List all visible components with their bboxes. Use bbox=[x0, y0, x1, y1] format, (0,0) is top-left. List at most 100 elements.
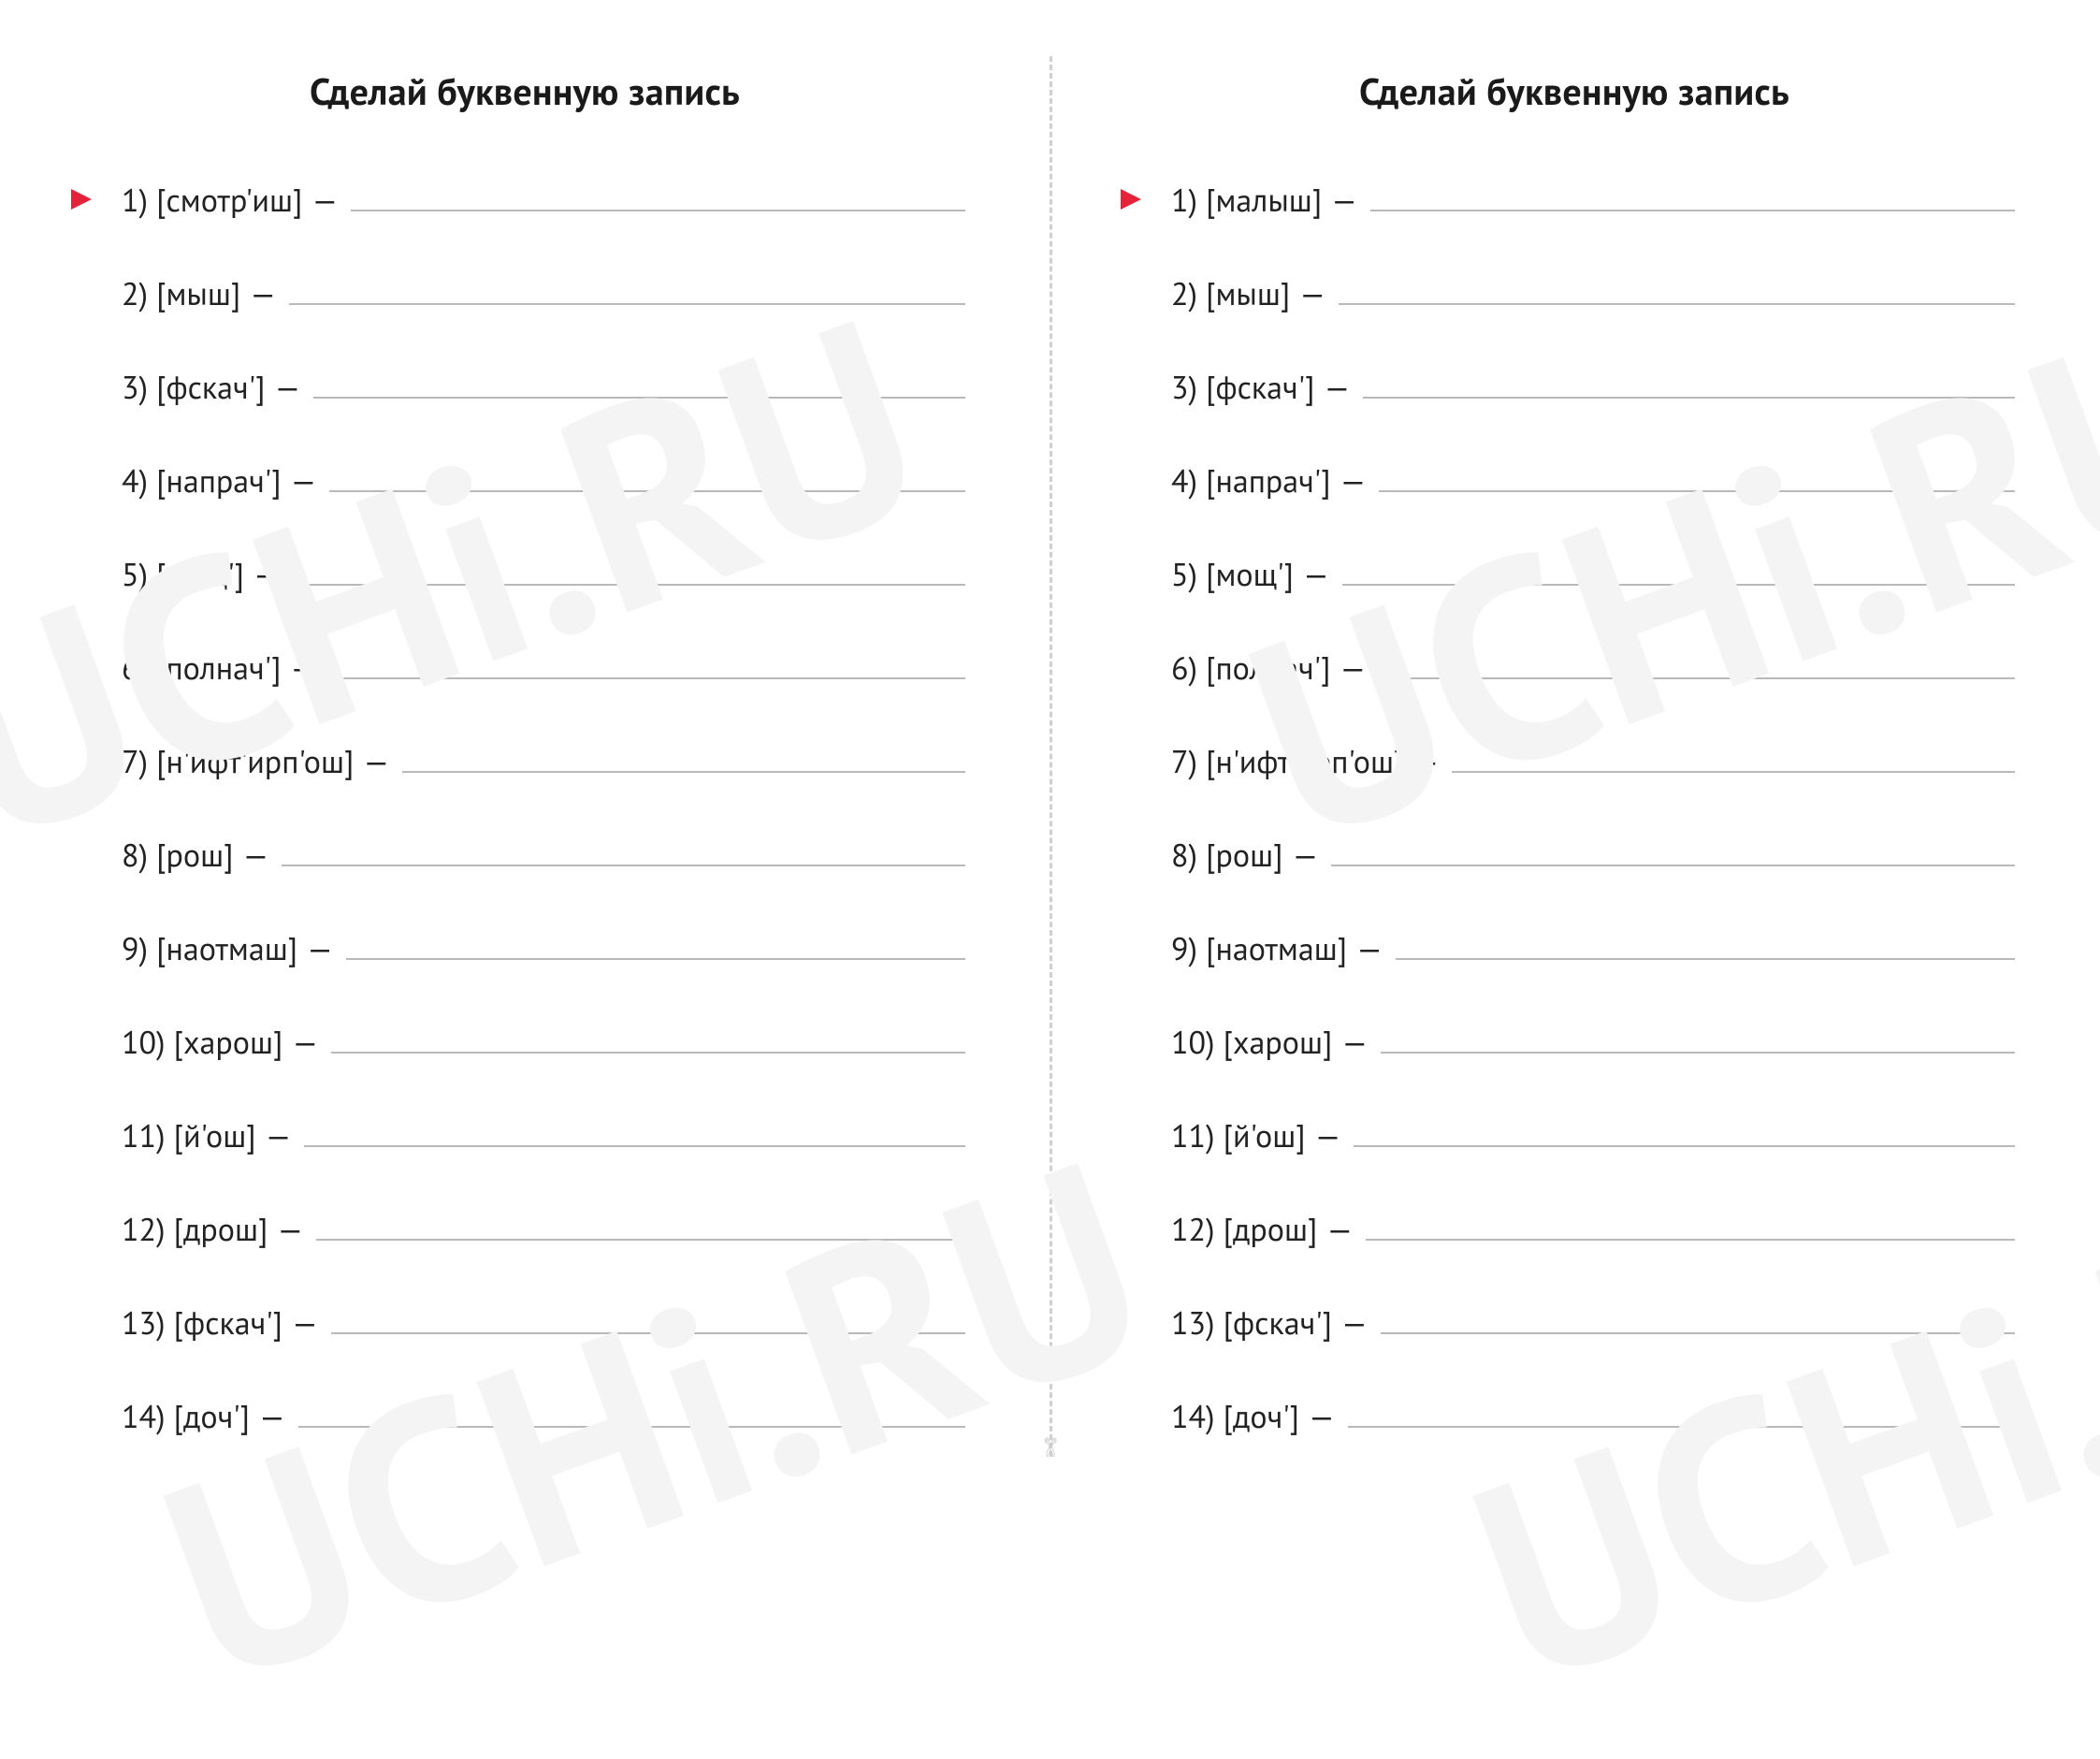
exercise-label: 1) [малыш] bbox=[1171, 180, 1325, 221]
answer-blank[interactable] bbox=[329, 652, 965, 679]
answer-blank[interactable] bbox=[1363, 371, 2015, 399]
worksheet-page: ✄ Сделай буквенную запись 1) [смотр'иш]—… bbox=[0, 0, 2100, 1485]
dash-separator: — bbox=[1321, 1209, 1362, 1250]
exercise-list: 1) [малыш]—2) [мыш]—3) [фскач']—4) [напр… bbox=[1134, 180, 2015, 1437]
answer-blank[interactable] bbox=[331, 1026, 965, 1054]
answer-blank[interactable] bbox=[1348, 1401, 2015, 1428]
dash-separator: — bbox=[357, 741, 398, 782]
dash-separator: — bbox=[237, 835, 278, 876]
exercise-row: 3) [фскач']— bbox=[1171, 367, 2015, 408]
exercise-label: 8) [рош] bbox=[1171, 835, 1286, 876]
exercise-label: 5) [мощ'] bbox=[122, 554, 248, 595]
answer-blank[interactable] bbox=[346, 933, 965, 960]
exercise-row: 4) [напрач']— bbox=[122, 460, 965, 502]
dash-separator: — bbox=[1286, 835, 1327, 876]
exercise-label: 10) [харош] bbox=[122, 1022, 286, 1063]
exercise-row: 14) [доч']— bbox=[122, 1396, 965, 1437]
exercise-label: 8) [рош] bbox=[122, 835, 237, 876]
exercise-label: 14) [доч'] bbox=[1171, 1396, 1303, 1437]
worksheet-left: Сделай буквенную запись 1) [смотр'иш]—2)… bbox=[0, 0, 1050, 1485]
exercise-label: 6) [полнач'] bbox=[1171, 647, 1334, 689]
exercise-row: 6) [полнач']— bbox=[1171, 647, 2015, 689]
exercise-row: 7) [н'ифт'ирп'ош]— bbox=[122, 741, 965, 782]
exercise-label: 12) [дрош] bbox=[122, 1209, 271, 1250]
answer-blank[interactable] bbox=[289, 278, 965, 305]
dash-separator: — bbox=[1325, 180, 1367, 221]
answer-blank[interactable] bbox=[1331, 839, 2015, 866]
answer-blank[interactable] bbox=[1354, 1120, 2015, 1147]
exercise-label: 7) [н'ифт'ирп'ош] bbox=[1171, 741, 1407, 782]
exercise-row: 10) [харош]— bbox=[1171, 1022, 2015, 1063]
dash-separator: — bbox=[248, 554, 289, 595]
answer-blank[interactable] bbox=[313, 371, 965, 399]
dash-separator: — bbox=[244, 273, 285, 314]
page-title: Сделай буквенную запись bbox=[84, 67, 965, 116]
start-arrow-icon bbox=[67, 185, 95, 213]
exercise-row: 1) [смотр'иш]— bbox=[122, 180, 965, 221]
answer-blank[interactable] bbox=[293, 559, 965, 586]
exercise-row: 13) [фскач']— bbox=[122, 1302, 965, 1344]
exercise-label: 9) [наотмаш] bbox=[122, 928, 301, 969]
answer-blank[interactable] bbox=[1381, 1307, 2015, 1334]
answer-blank[interactable] bbox=[298, 1401, 965, 1428]
answer-blank[interactable] bbox=[1366, 1214, 2015, 1241]
exercise-label: 4) [напрач'] bbox=[122, 460, 285, 502]
answer-blank[interactable] bbox=[282, 839, 965, 866]
answer-blank[interactable] bbox=[1396, 933, 2015, 960]
dash-separator: — bbox=[271, 1209, 312, 1250]
dash-separator: — bbox=[1351, 928, 1392, 969]
exercise-row: 10) [харош]— bbox=[122, 1022, 965, 1063]
dash-separator: — bbox=[1318, 367, 1359, 408]
exercise-label: 9) [наотмаш] bbox=[1171, 928, 1351, 969]
exercise-row: 7) [н'ифт'ирп'ош]— bbox=[1171, 741, 2015, 782]
answer-blank[interactable] bbox=[402, 746, 965, 773]
exercise-label: 1) [смотр'иш] bbox=[122, 180, 306, 221]
dash-separator: — bbox=[268, 367, 310, 408]
dash-separator: — bbox=[1336, 1302, 1377, 1344]
exercise-row: 8) [рош]— bbox=[122, 835, 965, 876]
exercise-label: 2) [мыш] bbox=[122, 273, 244, 314]
answer-blank[interactable] bbox=[331, 1307, 965, 1334]
exercise-label: 7) [н'ифт'ирп'ош] bbox=[122, 741, 357, 782]
exercise-row: 9) [наотмаш]— bbox=[1171, 928, 2015, 969]
start-arrow-icon bbox=[1117, 185, 1145, 213]
exercise-list: 1) [смотр'иш]—2) [мыш]—3) [фскач']—4) [н… bbox=[84, 180, 965, 1437]
answer-blank[interactable] bbox=[1339, 278, 2015, 305]
answer-blank[interactable] bbox=[1379, 465, 2015, 492]
exercise-row: 3) [фскач']— bbox=[122, 367, 965, 408]
answer-blank[interactable] bbox=[1379, 652, 2015, 679]
dash-separator: — bbox=[301, 928, 342, 969]
exercise-label: 2) [мыш] bbox=[1171, 273, 1294, 314]
exercise-row: 13) [фскач']— bbox=[1171, 1302, 2015, 1344]
exercise-label: 12) [дрош] bbox=[1171, 1209, 1321, 1250]
dash-separator: — bbox=[1310, 1115, 1351, 1156]
dash-separator: — bbox=[253, 1396, 295, 1437]
dash-separator: — bbox=[260, 1115, 301, 1156]
exercise-row: 6) [полнач']— bbox=[122, 647, 965, 689]
exercise-row: 4) [напрач']— bbox=[1171, 460, 2015, 502]
exercise-row: 12) [дрош]— bbox=[122, 1209, 965, 1250]
dash-separator: — bbox=[1335, 460, 1376, 502]
exercise-label: 14) [доч'] bbox=[122, 1396, 253, 1437]
answer-blank[interactable] bbox=[316, 1214, 965, 1241]
dash-separator: — bbox=[286, 1022, 327, 1063]
exercise-label: 13) [фскач'] bbox=[1171, 1302, 1336, 1344]
dash-separator: — bbox=[1297, 554, 1339, 595]
answer-blank[interactable] bbox=[329, 465, 965, 492]
dash-separator: — bbox=[285, 460, 326, 502]
exercise-label: 3) [фскач'] bbox=[1171, 367, 1318, 408]
exercise-row: 9) [наотмаш]— bbox=[122, 928, 965, 969]
answer-blank[interactable] bbox=[351, 184, 965, 211]
answer-blank[interactable] bbox=[304, 1120, 965, 1147]
answer-blank[interactable] bbox=[1452, 746, 2015, 773]
exercise-label: 4) [напрач'] bbox=[1171, 460, 1335, 502]
answer-blank[interactable] bbox=[1370, 184, 2015, 211]
exercise-row: 2) [мыш]— bbox=[1171, 273, 2015, 314]
answer-blank[interactable] bbox=[1381, 1026, 2015, 1054]
answer-blank[interactable] bbox=[1342, 559, 2015, 586]
exercise-row: 5) [мощ']— bbox=[122, 554, 965, 595]
exercise-label: 11) [й'ош] bbox=[1171, 1115, 1310, 1156]
exercise-label: 13) [фскач'] bbox=[122, 1302, 286, 1344]
dash-separator: — bbox=[1336, 1022, 1377, 1063]
dash-separator: — bbox=[1334, 647, 1375, 689]
